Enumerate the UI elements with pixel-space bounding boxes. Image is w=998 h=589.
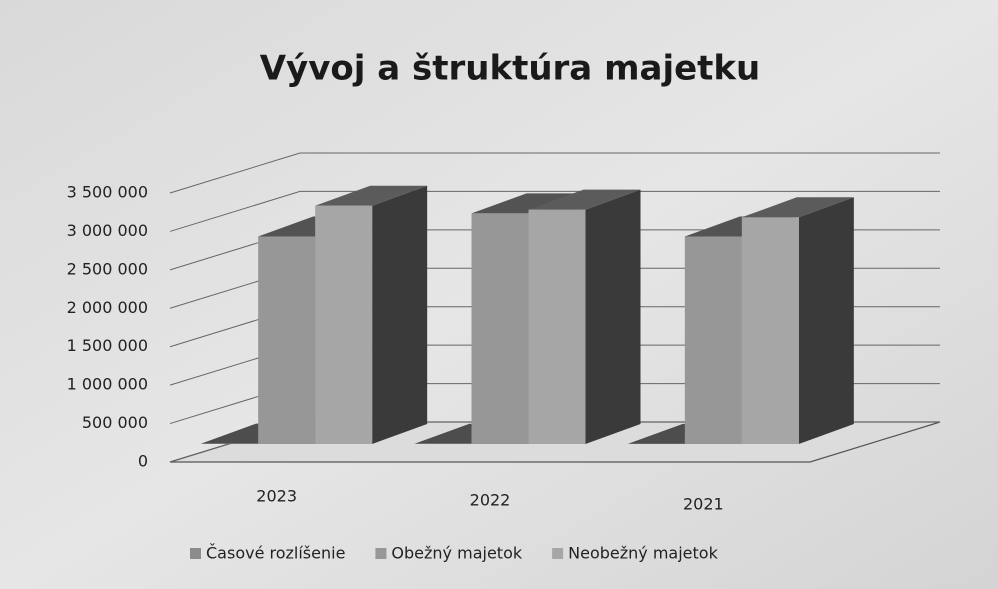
x-tick-label: 2023 [256,487,297,506]
y-tick-label: 2 500 000 [67,259,148,278]
bar [471,213,529,444]
bar [315,205,373,444]
y-tick-label: 1 500 000 [67,336,148,355]
x-tick-label: 2022 [470,491,511,510]
bar [741,217,799,444]
y-tick-label: 1 000 000 [67,375,148,394]
bar [258,236,316,444]
legend-label: Neobežný majetok [568,544,718,563]
bar [528,209,586,444]
bar-side [372,185,428,444]
grid-line [169,152,940,194]
legend-swatch [552,548,564,559]
bar-side [585,189,641,444]
legend-label: Časové rozlíšenie [206,544,345,563]
bar-top [315,185,428,206]
legend-label: Obežný majetok [391,544,522,563]
y-tick-label: 2 000 000 [67,298,148,317]
chart-title: Vývoj a štruktúra majetku [260,49,761,89]
legend-swatch [375,548,387,559]
bar-side [798,197,854,444]
legend-swatch [190,548,201,559]
bar [684,236,742,444]
y-tick-label: 500 000 [82,413,148,432]
bar-top [471,193,584,214]
bar-top [741,197,854,218]
y-tick-label: 3 500 000 [67,183,148,202]
bar-top [528,189,641,210]
x-tick-label: 2021 [683,495,724,514]
y-tick-label: 3 000 000 [67,221,148,240]
grid-line [169,190,940,232]
y-tick-label: 0 [138,452,148,471]
